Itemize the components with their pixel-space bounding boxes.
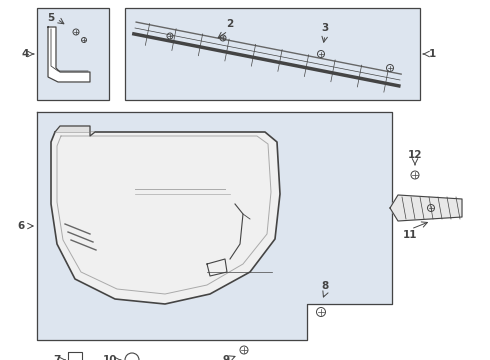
Text: 6: 6: [17, 221, 24, 231]
Bar: [68, 352, 82, 360]
Polygon shape: [48, 27, 90, 82]
Polygon shape: [55, 126, 95, 136]
Text: 7: 7: [53, 355, 61, 360]
Text: 11: 11: [403, 230, 417, 240]
Text: 3: 3: [321, 23, 329, 33]
Bar: [37, 8, 109, 100]
Text: 5: 5: [48, 13, 54, 23]
Text: 4: 4: [21, 49, 29, 59]
Text: 8: 8: [321, 281, 329, 291]
Text: 2: 2: [226, 19, 234, 29]
Polygon shape: [37, 112, 392, 340]
Bar: [125, 8, 420, 100]
Polygon shape: [390, 195, 462, 221]
Text: 10: 10: [103, 355, 117, 360]
Polygon shape: [51, 132, 280, 304]
Text: 12: 12: [408, 150, 422, 160]
Text: 1: 1: [428, 49, 436, 59]
Text: 9: 9: [222, 355, 229, 360]
